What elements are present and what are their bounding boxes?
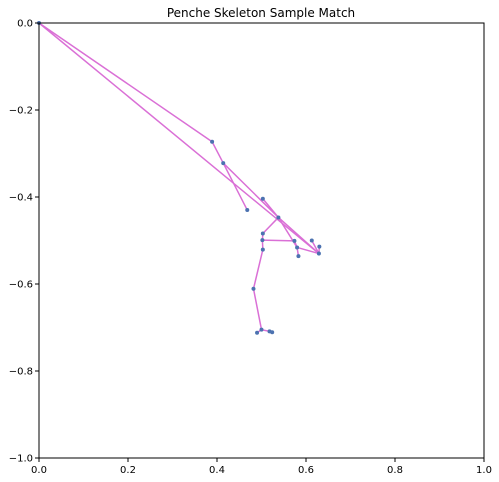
x-tick-label: 1.0	[476, 465, 492, 476]
x-tick-label: 0.0	[31, 465, 47, 476]
skeleton-joint	[255, 330, 260, 335]
skeleton-joint	[309, 238, 314, 243]
y-tick-label: 0.0	[17, 19, 33, 30]
skeleton-joint	[251, 286, 256, 291]
plot-frame	[38, 22, 485, 459]
skeleton-joint	[316, 251, 321, 256]
x-axis: 0.0 0.2 0.4 0.6 0.8 1.0	[31, 458, 492, 476]
y-tick-label: −1.0	[9, 454, 33, 465]
skeleton-bone	[222, 162, 280, 219]
skeleton-bone	[277, 216, 320, 255]
skeleton-bone	[222, 162, 249, 211]
skeleton-bone	[38, 22, 213, 143]
y-axis: 0.0 −0.2 −0.4 −0.6 −0.8 −1.0	[9, 19, 39, 465]
skeleton-joint	[296, 254, 301, 259]
skeleton-joint	[317, 244, 322, 249]
skeleton-joint	[276, 215, 281, 220]
skeleton-joint	[295, 245, 300, 250]
skeleton-bone	[252, 288, 263, 331]
y-tick-label: −0.2	[9, 106, 33, 117]
x-tick-label: 0.2	[120, 465, 136, 476]
skeleton-joint	[245, 208, 250, 213]
skeleton-bone	[261, 239, 296, 242]
skeleton-bone	[262, 216, 280, 235]
skeleton-joint	[260, 231, 265, 236]
skeleton-bone	[211, 141, 224, 164]
y-tick-label: −0.4	[9, 193, 33, 204]
skeleton-bone	[311, 239, 320, 255]
skeleton-bone	[38, 22, 320, 255]
skeleton-joint	[260, 247, 265, 252]
skeleton-bone	[262, 197, 280, 219]
skeleton-joint	[260, 196, 265, 201]
y-tick-label: −0.8	[9, 367, 33, 378]
skeleton-bone	[296, 246, 320, 255]
x-tick-label: 0.6	[298, 465, 314, 476]
x-tick-label: 0.8	[387, 465, 403, 476]
skeleton-markers	[37, 21, 322, 335]
skeleton-joint	[260, 238, 265, 243]
skeleton-joint	[221, 161, 226, 166]
skeleton-joint	[210, 139, 215, 144]
chart-title: Penche Skeleton Sample Match	[167, 6, 355, 20]
skeleton-joint	[292, 238, 297, 243]
skeleton-bone	[252, 248, 264, 290]
x-tick-label: 0.4	[209, 465, 225, 476]
y-tick-label: −0.6	[9, 280, 33, 291]
skeleton-joint	[270, 330, 275, 335]
skeleton-joint	[259, 327, 264, 332]
